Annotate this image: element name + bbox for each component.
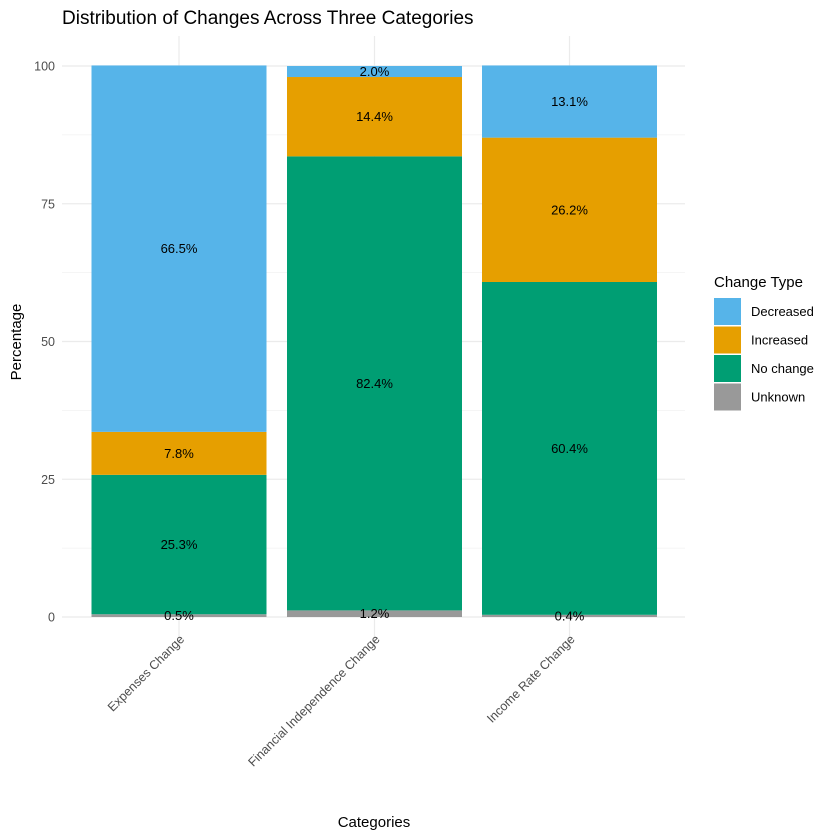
y-tick-label: 50 [41, 335, 55, 349]
y-axis-label: Percentage [8, 304, 25, 381]
data-label: 26.2% [551, 202, 588, 217]
x-tick-label: Expenses Change [105, 632, 187, 714]
data-label: 66.5% [161, 241, 198, 256]
x-axis-label: Categories [338, 814, 411, 831]
data-label: 0.5% [164, 608, 194, 623]
chart-title: Distribution of Changes Across Three Cat… [62, 8, 474, 29]
legend-key [714, 298, 741, 325]
x-axis: Expenses Change Financial Independence Ch… [105, 632, 578, 769]
bar-segment [287, 156, 462, 611]
bar-segment [91, 614, 267, 617]
bars: 0.5% 25.3% 7.8% 66.5% 1.2% 82.4% 14.4% 2.0% 0.4%… [91, 64, 657, 623]
bar-segment [482, 281, 657, 615]
bar-segment [482, 614, 657, 617]
y-tick-label: 0 [48, 611, 55, 625]
legend-label: Unknown [751, 390, 805, 405]
x-tick-label: Income Rate Change [484, 632, 577, 725]
legend-title: Change Type [714, 274, 803, 291]
bar-segment [91, 474, 267, 615]
y-tick-label: 100 [34, 60, 55, 74]
y-axis: 0 25 50 75 100 [34, 60, 55, 625]
legend-key [714, 355, 741, 382]
data-label: 7.8% [164, 446, 194, 461]
data-label: 13.1% [551, 94, 588, 109]
bar-segment [287, 66, 462, 78]
bar-segment [91, 431, 267, 475]
legend-label: Increased [751, 333, 808, 348]
data-label: 82.4% [356, 376, 393, 391]
bar-segment [287, 610, 462, 617]
legend-key [714, 326, 741, 354]
bar-segment [287, 77, 462, 157]
data-label: 25.3% [161, 537, 198, 552]
legend-label: Decreased [751, 304, 814, 319]
data-label: 14.4% [356, 109, 393, 124]
bar-segment [482, 137, 657, 282]
legend-key [714, 383, 741, 411]
data-label: 2.0% [360, 64, 390, 79]
data-label: 60.4% [551, 441, 588, 456]
data-label: 0.4% [555, 608, 585, 623]
data-label: 1.2% [360, 606, 390, 621]
bar-segment [482, 65, 657, 138]
legend: Change Type Decreased Increased No change U… [714, 274, 814, 411]
y-tick-label: 25 [41, 473, 55, 487]
bar-segment [91, 65, 267, 432]
y-tick-label: 75 [41, 197, 55, 211]
legend-label: No change [751, 361, 814, 376]
x-tick-label: Financial Independence Change [245, 632, 382, 769]
